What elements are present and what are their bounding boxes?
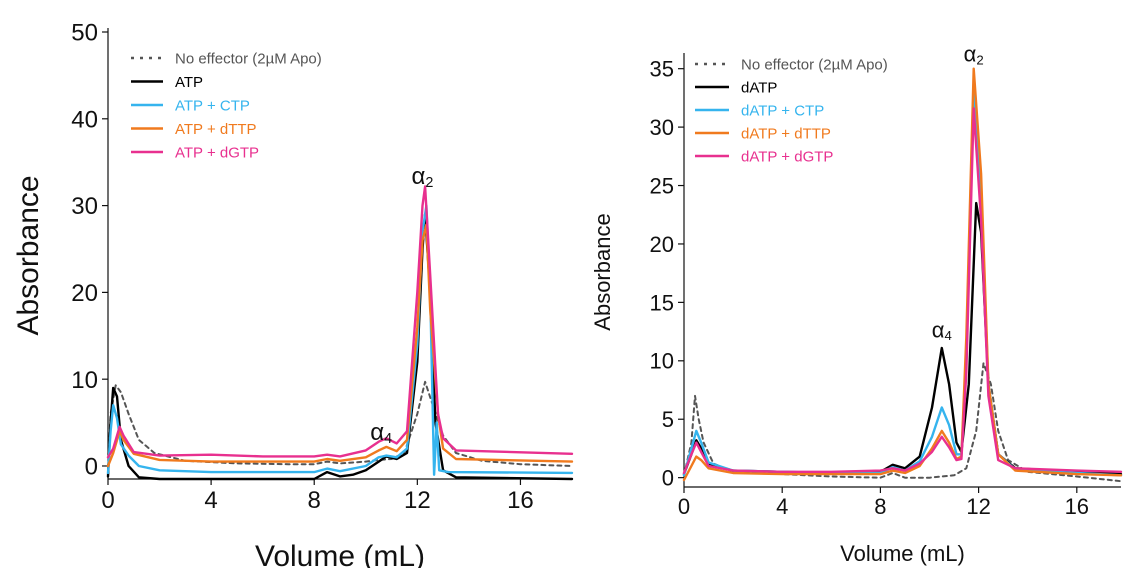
y-tick-label: 25: [650, 173, 674, 198]
y-tick-label: 30: [650, 115, 674, 140]
y-tick-label: 15: [650, 290, 674, 315]
legend-label: dATP + CTP: [741, 102, 824, 119]
y-tick-label: 50: [71, 20, 98, 47]
peak-annotation: α2: [964, 42, 984, 68]
series-line-0: [683, 362, 1122, 483]
y-tick-label: 10: [71, 367, 98, 394]
y-tick-label: 40: [71, 106, 98, 133]
x-tick-label: 4: [776, 494, 788, 519]
right-chart: 0 5 10 15 20 25 30 35 0 4 8 12 16 Volume (mL) Absorban…: [590, 42, 1123, 566]
y-tick-label: 10: [650, 349, 674, 374]
y-tick-label: 0: [662, 466, 674, 491]
x-tick-label: 0: [101, 487, 114, 514]
series-line-2: [106, 204, 574, 476]
legend-label: dATP + dGTP: [741, 148, 833, 165]
legend-label: ATP: [175, 74, 203, 91]
left-chart: 0 10 20 30 40 50 0 4 8 12 16 Volume (mL) Absorbance N…: [12, 20, 574, 568]
y-tick-label: 35: [650, 57, 674, 82]
peak-annotation: α2: [412, 163, 434, 191]
peak-annotation: α4: [932, 317, 952, 343]
legend-label: No effector (2µM Apo): [175, 50, 322, 67]
legend-label: ATP + dGTP: [175, 144, 259, 161]
x-tick-label: 0: [678, 494, 690, 519]
series-line-3: [106, 223, 574, 468]
y-tick-label: 5: [662, 407, 674, 432]
legend-label: ATP + dTTP: [175, 121, 257, 138]
y-axis-title: Absorbance: [590, 213, 615, 330]
y-axis-title: Absorbance: [12, 175, 45, 335]
series-line-1: [682, 201, 1123, 476]
x-tick-label: 16: [507, 487, 534, 514]
x-tick-label: 16: [1065, 494, 1089, 519]
legend-label: ATP + CTP: [175, 97, 250, 114]
legend-label: No effector (2µM Apo): [741, 56, 888, 73]
x-tick-label: 4: [204, 487, 217, 514]
x-tick-label: 8: [308, 487, 321, 514]
legend-label: dATP: [741, 79, 777, 96]
x-axis-title: Volume (mL): [255, 540, 425, 568]
y-tick-label: 0: [85, 454, 98, 481]
peak-annotation: α4: [370, 419, 392, 447]
legend-label: dATP + dTTP: [741, 125, 831, 142]
y-tick-label: 20: [650, 232, 674, 257]
series-line-4: [106, 185, 574, 459]
series-line-2: [682, 85, 1123, 477]
x-axis-title: Volume (mL): [840, 541, 965, 566]
y-tick-label: 20: [71, 280, 98, 307]
series-line-4: [682, 107, 1123, 475]
x-tick-label: 12: [966, 494, 990, 519]
series-line-1: [106, 213, 574, 481]
x-tick-label: 12: [404, 487, 431, 514]
x-tick-label: 8: [874, 494, 886, 519]
y-tick-label: 30: [71, 193, 98, 220]
